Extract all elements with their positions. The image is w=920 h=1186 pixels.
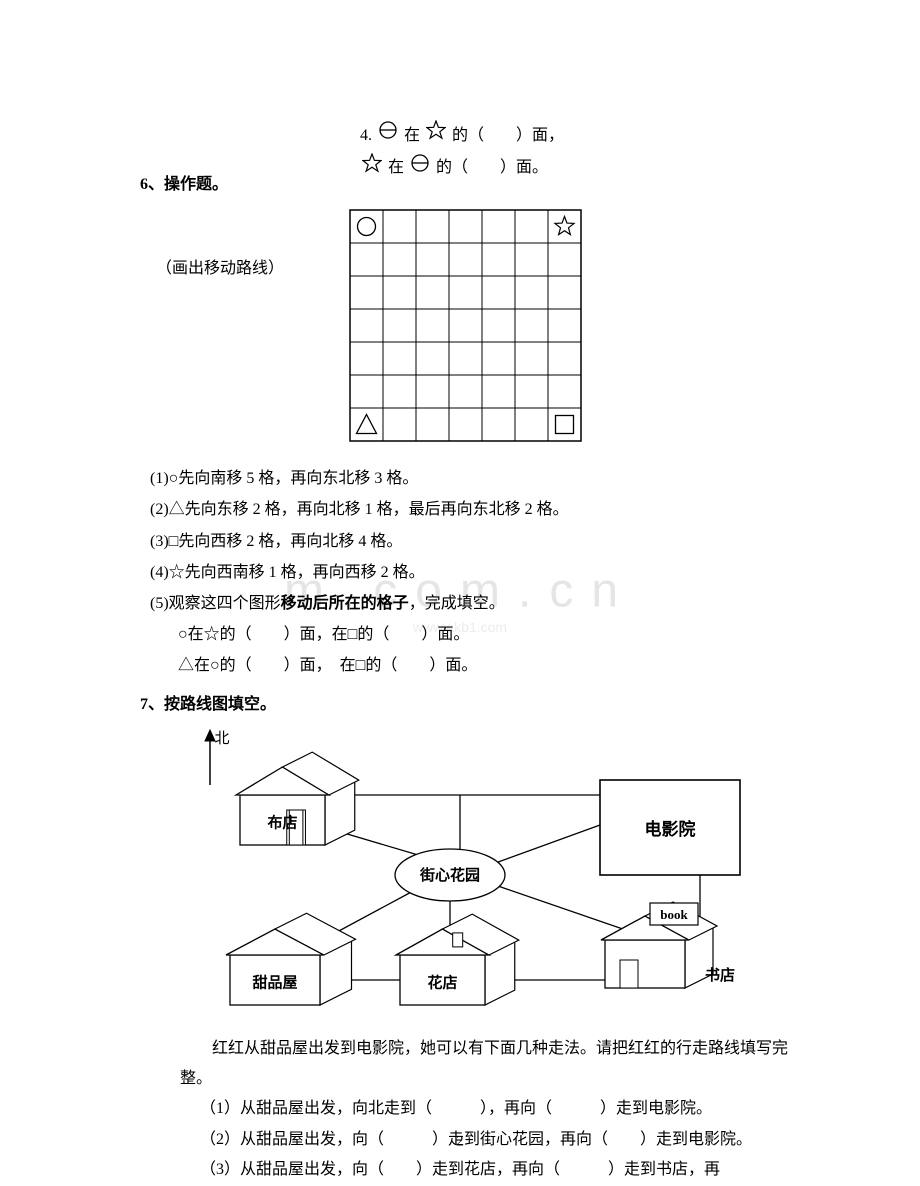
route-3: （3）从甜品屋出发，向（ ）走到花店，再向（ ）走到书店，再 [200,1155,800,1185]
grid-sublabel: （画出移动路线） [156,206,336,282]
s6-item-2: (2)△先向东移 2 格，再向北移 1 格，最后再向东北移 2 格。 [150,496,800,523]
s6-i5-a: (5)观察这四个图形 [150,595,281,612]
s6-item-5: (5)观察这四个图形移动后所在的格子，完成填空。 [150,590,800,617]
q4-line1: 4. 在 的（ ）面， [360,120,680,152]
grid-diagram [346,206,585,454]
s6-i5-b: 移动后所在的格子 [281,595,409,612]
s6-item-1: (1)○先向南移 5 格，再向东北移 3 格。 [150,465,800,492]
s6-item-4: (4)☆先向西南移 1 格，再向西移 2 格。 [150,559,800,586]
circle-hline-icon [410,153,430,185]
s6-fill-1: ○在☆的（ ）面，在□的（ ）面。 [178,621,800,648]
q4-prefix: 4. [360,127,376,144]
star-icon [362,153,382,185]
q4-after1: 的（ ）面， [452,127,564,144]
map-diagram: 北街心花园 布店 电影院甜品屋 花店 book 书店 [160,725,800,1024]
section-7-title: 7、按路线图填空。 [140,692,800,718]
svg-text:花店: 花店 [427,974,457,992]
route-2: （2）从甜品屋出发，向（ ）走到街心花园，再向（ ）走到电影院。 [200,1125,800,1155]
question-4-block: 4. 在 的（ ）面， 在 的（ ）面。 [360,120,680,185]
circle-hline-icon [378,120,398,152]
q4-after2: 的（ ）面。 [436,159,548,176]
svg-text:街心花园: 街心花园 [419,866,480,884]
route-intro: 红红从甜品屋出发到电影院，她可以有下面几种走法。请把红红的行走路线填写完整。 [180,1034,800,1095]
svg-text:北: 北 [214,730,229,747]
svg-text:书店: 书店 [705,966,735,984]
s6-item-3: (3)□先向西移 2 格，再向北移 4 格。 [150,528,800,555]
q4-mid1: 在 [404,127,424,144]
q4-line2: 在 的（ ）面。 [360,152,680,184]
svg-text:book: book [660,907,688,922]
route-1: （1）从甜品屋出发，向北走到（ ），再向（ ）走到电影院。 [200,1094,800,1124]
svg-text:甜品屋: 甜品屋 [252,974,297,992]
svg-text:布店: 布店 [267,814,297,832]
star-icon [426,120,446,152]
section6-list: (1)○先向南移 5 格，再向东北移 3 格。 (2)△先向东移 2 格，再向北… [150,465,800,679]
s6-i5-c: ，完成填空。 [409,595,505,612]
svg-text:电影院: 电影院 [645,819,696,839]
s6-fill-2: △在○的（ ）面， 在□的（ ）面。 [178,652,800,679]
q4-mid2: 在 [388,159,408,176]
